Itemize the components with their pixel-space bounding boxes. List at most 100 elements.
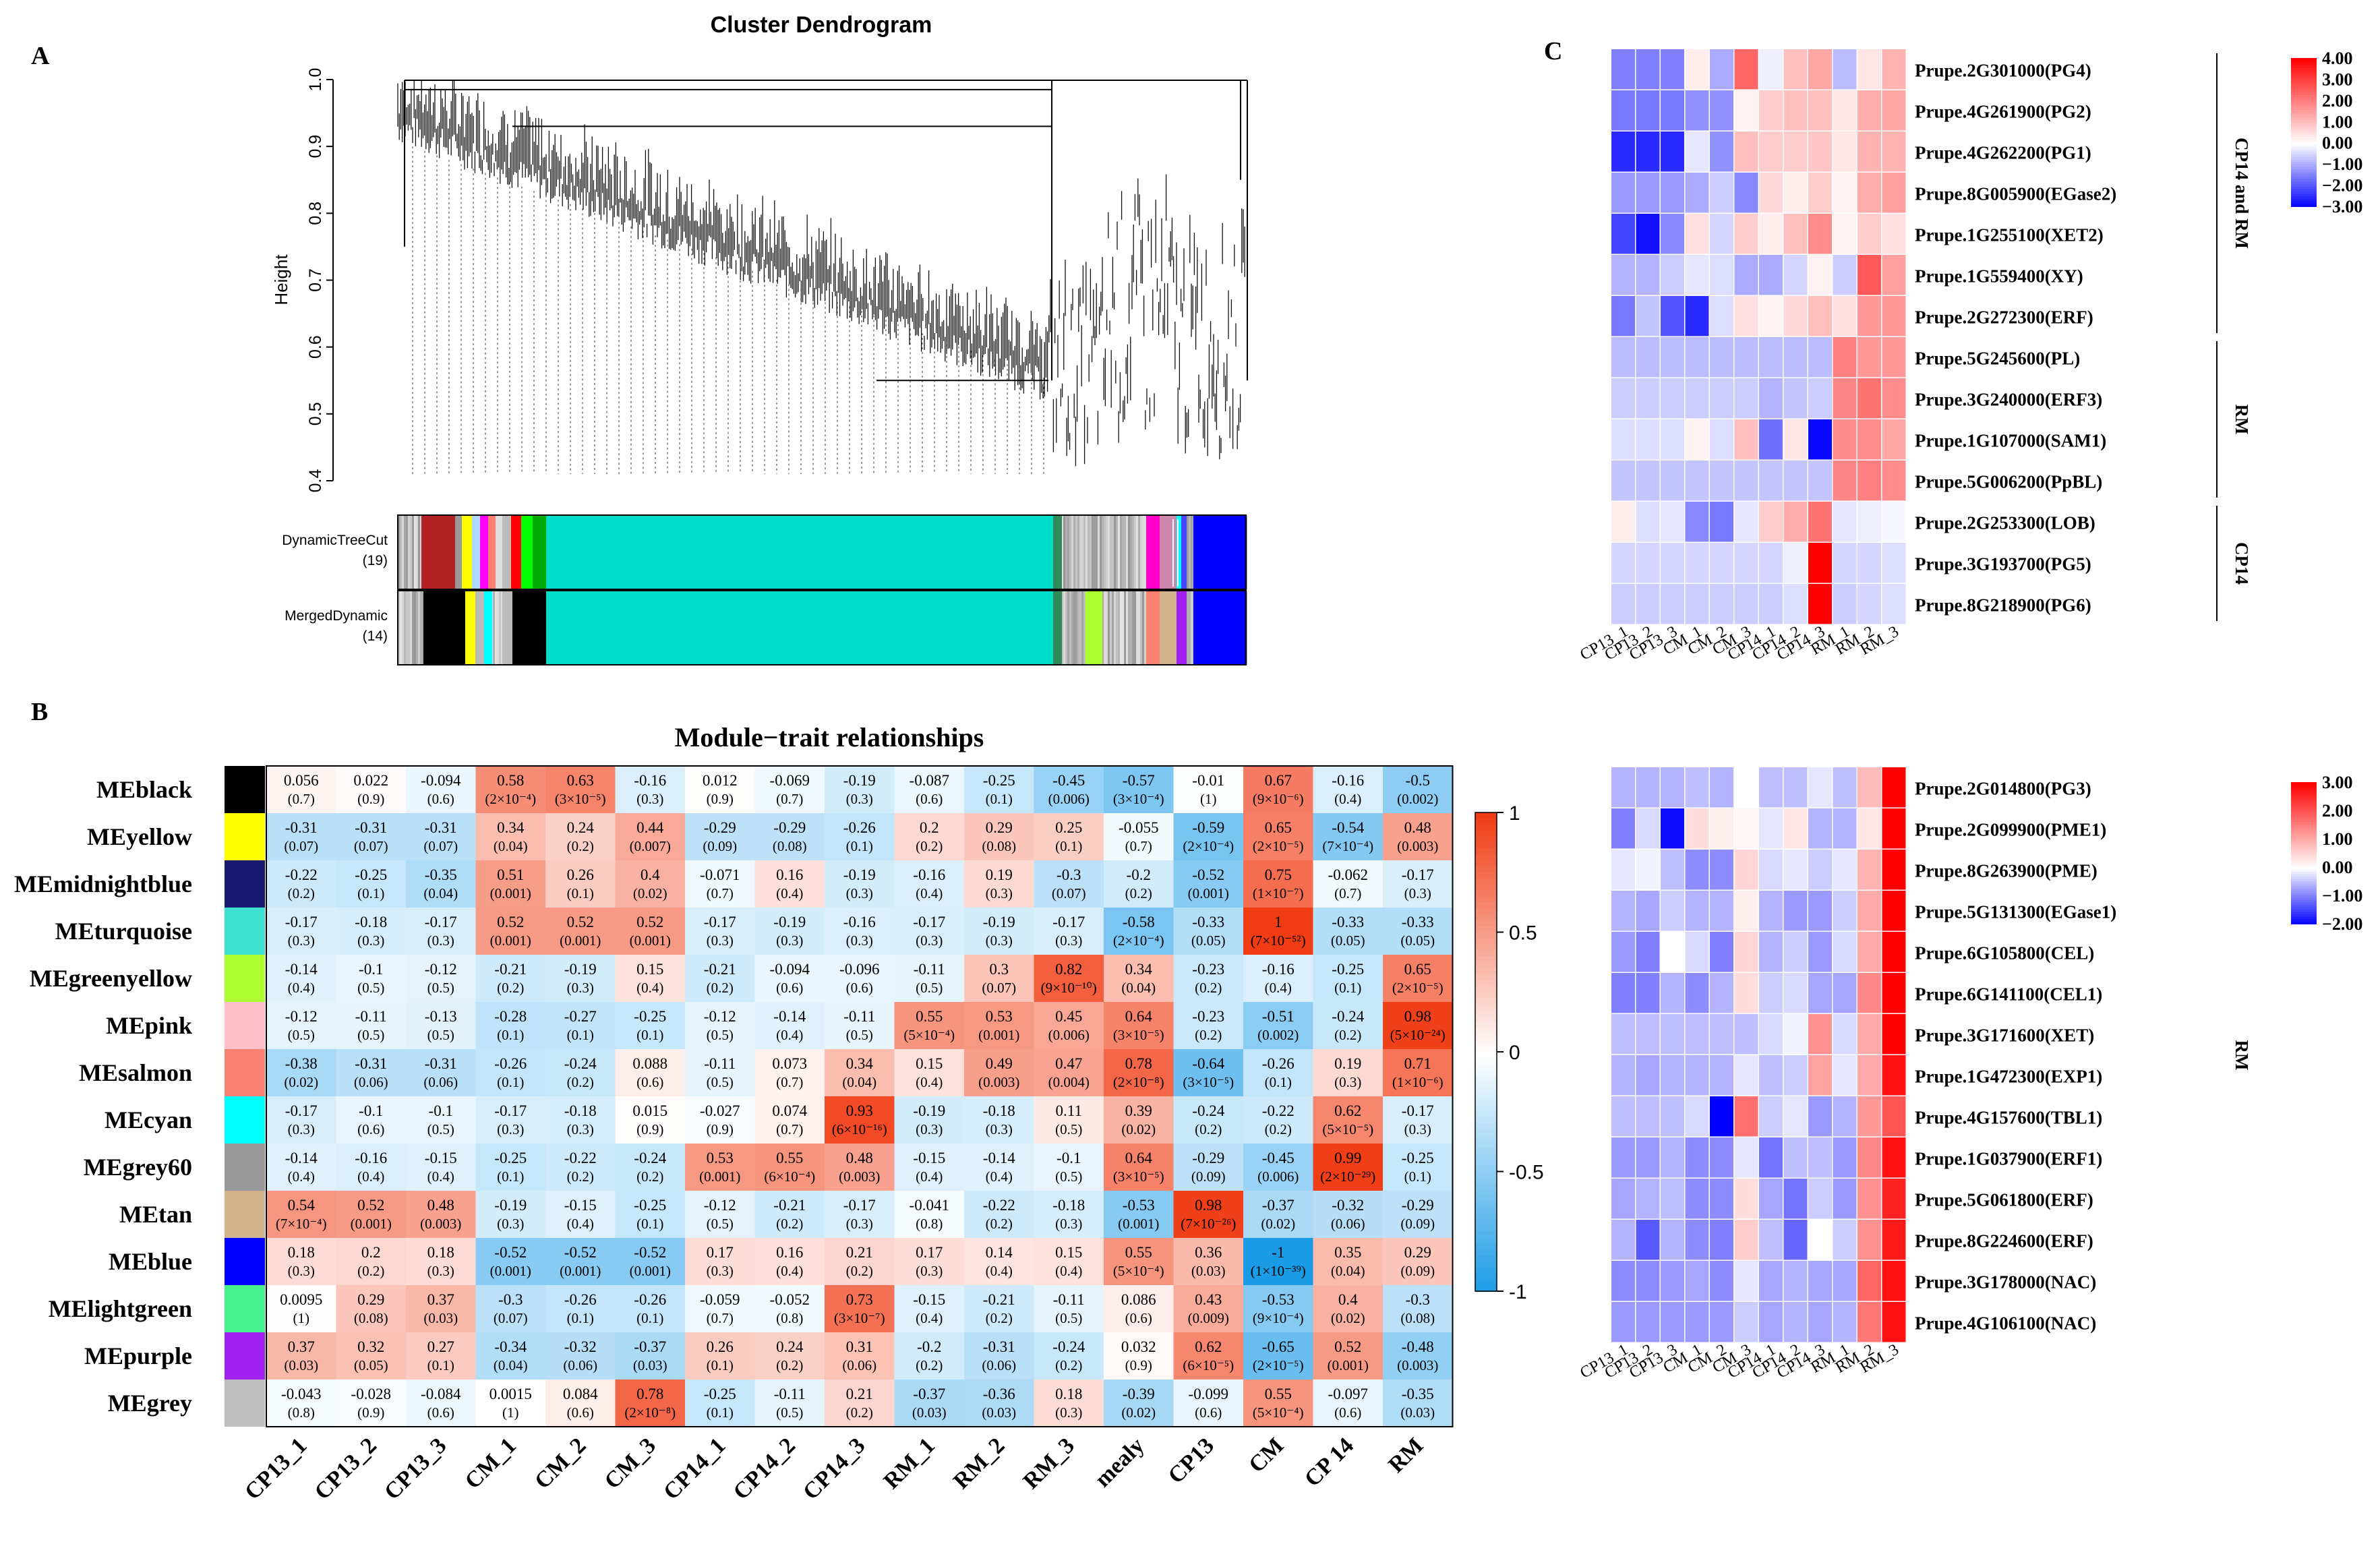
gene-heatmap-cell xyxy=(1685,378,1709,419)
module-trait-correlation: -0.32 xyxy=(1332,1197,1364,1214)
module-trait-cell xyxy=(1173,955,1243,1002)
legend-tick-label: -1 xyxy=(1509,1281,1527,1303)
gene-heatmap-cell xyxy=(1857,378,1881,419)
module-trait-correlation: -0.15 xyxy=(913,1150,945,1166)
legend-gradient-step xyxy=(1475,1046,1497,1052)
module-trait-pvalue: (0.3) xyxy=(288,1263,315,1279)
dynamic-color-segment xyxy=(511,515,521,589)
module-trait-pvalue: (0.2) xyxy=(986,1216,1013,1232)
module-trait-correlation: -0.22 xyxy=(983,1197,1015,1214)
module-trait-correlation: 0.15 xyxy=(916,1055,943,1072)
module-trait-cell xyxy=(1104,1144,1174,1191)
gene-legend-step xyxy=(2291,789,2317,792)
gene-heatmap-cell xyxy=(1808,1179,1832,1219)
module-trait-pvalue: (0.2) xyxy=(1195,1121,1222,1137)
gene-heatmap-cell xyxy=(1611,1261,1635,1301)
module-trait-pvalue: (0.07) xyxy=(284,838,318,854)
module-trait-pvalue: (2×10⁻⁴) xyxy=(1113,932,1164,949)
gene-label: Prupe.2G099900(PME1) xyxy=(1915,820,2106,840)
gene-heatmap-cell xyxy=(1636,1055,1660,1096)
gene-heatmap-cell xyxy=(1661,49,1684,90)
gene-legend-step xyxy=(2291,149,2317,153)
gene-heatmap-cell xyxy=(1759,378,1783,419)
module-trait-correlation: 0.29 xyxy=(1404,1244,1431,1261)
gene-heatmap-cell xyxy=(1636,1096,1660,1137)
legend-gradient-step xyxy=(1475,896,1497,903)
module-trait-pvalue: (0.4) xyxy=(776,1263,803,1279)
gene-heatmap-cell xyxy=(1734,767,1758,808)
merged-color-segment xyxy=(423,591,465,665)
gene-heatmap-cell xyxy=(1808,767,1832,808)
module-trait-pvalue: (0.3) xyxy=(846,1216,873,1232)
module-trait-pvalue: (0.003) xyxy=(1397,1357,1438,1373)
gene-heatmap-cell xyxy=(1759,255,1783,295)
module-trait-correlation: 0.2 xyxy=(361,1244,381,1261)
module-trait-correlation: 0.19 xyxy=(986,866,1013,883)
gene-heatmap-cell xyxy=(1636,461,1660,501)
module-trait-cell xyxy=(1313,955,1383,1002)
module-trait-cell xyxy=(964,1285,1034,1332)
module-trait-pvalue: (0.3) xyxy=(1334,1074,1361,1090)
module-trait-pvalue: (1) xyxy=(293,1310,310,1326)
color-bar-grain xyxy=(1071,591,1073,665)
module-trait-correlation: 0.4 xyxy=(641,866,660,883)
module-trait-cell xyxy=(1173,1191,1243,1238)
module-trait-cell xyxy=(825,1332,895,1380)
module-trait-cell xyxy=(1104,813,1174,860)
gene-heatmap-cell xyxy=(1808,1096,1832,1137)
module-trait-correlation: 0.3 xyxy=(989,961,1009,978)
dendrogram-y-axis: 0.40.50.60.70.80.91.0 xyxy=(306,68,334,492)
module-trait-cell xyxy=(266,813,336,860)
gene-heatmap-cell xyxy=(1783,584,1808,624)
gene-heatmap-cell xyxy=(1857,543,1881,583)
gene-legend-step xyxy=(2291,812,2317,816)
gene-heatmap-cell xyxy=(1734,1220,1758,1260)
gene-legend-step xyxy=(2291,112,2317,116)
gene-heatmap-cell xyxy=(1734,296,1758,336)
module-trait-correlation: 0.67 xyxy=(1265,772,1292,789)
module-trait-cell xyxy=(615,1238,685,1285)
gene-heatmap-cell xyxy=(1734,90,1758,131)
module-trait-cell xyxy=(406,955,476,1002)
module-trait-correlation: -0.19 xyxy=(494,1197,527,1214)
module-trait-cell xyxy=(685,1096,755,1144)
legend-gradient-step xyxy=(1475,1057,1497,1065)
module-trait-correlation: 0.34 xyxy=(1125,961,1153,978)
module-trait-pvalue: (0.4) xyxy=(288,980,315,996)
legend-gradient-step xyxy=(1475,1249,1497,1256)
legend-gradient-step xyxy=(1475,1153,1497,1160)
module-trait-correlation: 0.63 xyxy=(567,772,594,789)
dynamic-color-segment xyxy=(1177,515,1181,589)
module-trait-pvalue: (2×10⁻⁴) xyxy=(1183,838,1234,854)
legend-gradient-step xyxy=(1475,1069,1497,1077)
color-bar-grain xyxy=(1189,591,1191,665)
module-trait-pvalue: (0.4) xyxy=(1334,791,1361,807)
module-trait-pvalue: (0.2) xyxy=(567,1168,594,1185)
dendrogram-title: Cluster Dendrogram xyxy=(711,12,932,38)
gene-heatmap-cell xyxy=(1808,1220,1832,1260)
module-trait-pvalue: (0.5) xyxy=(707,1074,734,1090)
dendrogram-y-tick-label: 0.6 xyxy=(306,335,325,359)
module-trait-correlation: 0.58 xyxy=(497,772,524,789)
gene-heatmap-cell xyxy=(1783,1302,1808,1342)
module-trait-correlation: 0.73 xyxy=(846,1291,873,1308)
color-bar-grain xyxy=(1124,591,1126,665)
gene-heatmap-cell xyxy=(1611,90,1635,131)
gene-legend-step xyxy=(2291,839,2317,842)
gene-heatmap-cell xyxy=(1833,1055,1857,1096)
module-trait-pvalue: (0.07) xyxy=(354,838,388,854)
module-trait-cell xyxy=(1313,1096,1383,1144)
module-trait-correlation: -0.31 xyxy=(285,819,318,836)
gene-heatmap-cell xyxy=(1759,131,1783,172)
gene-legend-step xyxy=(2291,102,2317,106)
module-trait-correlation: 0.26 xyxy=(567,866,594,883)
module-trait-pvalue: (0.1) xyxy=(427,1357,454,1373)
color-bar-grain xyxy=(400,591,402,665)
gene-legend-tick-label: 1.00 xyxy=(2322,829,2353,849)
module-color-swatch xyxy=(225,1332,265,1380)
color-bar-grain xyxy=(1106,591,1108,665)
gene-heatmap-cell xyxy=(1759,502,1783,542)
gene-legend-step xyxy=(2291,784,2317,788)
module-trait-correlation: -0.54 xyxy=(1332,819,1364,836)
module-trait-cell xyxy=(1383,1380,1453,1427)
